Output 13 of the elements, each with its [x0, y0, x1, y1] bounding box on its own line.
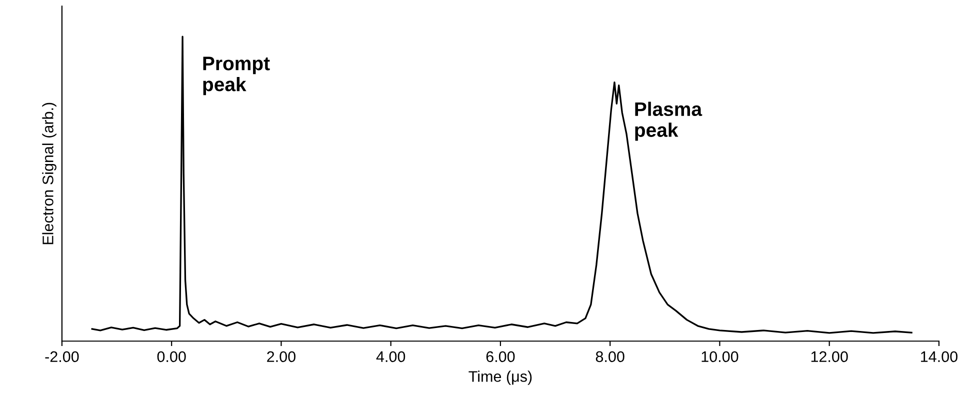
x-axis-title: Time (μs)	[468, 370, 532, 385]
y-axis-title: Electron Signal (arb.)	[42, 102, 56, 244]
annotation: Plasma peak	[635, 102, 702, 141]
x-tick-label: -2.00	[45, 351, 79, 362]
x-tick-label: 12.00	[811, 351, 848, 362]
x-tick-label: 4.00	[376, 351, 406, 362]
annotation: Prompt peak	[203, 56, 270, 96]
x-tick-label: 14.00	[921, 351, 958, 362]
x-tick-label: 10.00	[702, 351, 738, 362]
x-tick-label: 8.00	[596, 351, 624, 362]
x-tick-label: 0.00	[157, 351, 186, 362]
x-tick-label: 2.00	[267, 351, 296, 362]
x-tick-label: 6.00	[486, 351, 515, 362]
